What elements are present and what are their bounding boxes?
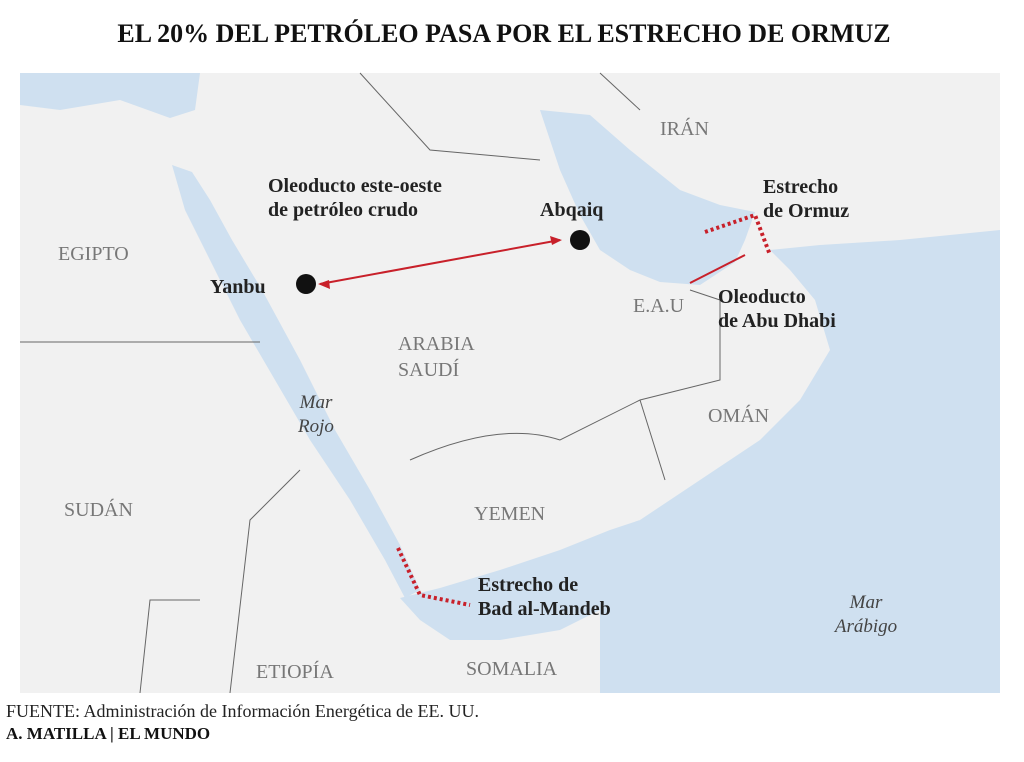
line: Mar bbox=[849, 592, 883, 613]
line: Rojo bbox=[297, 416, 334, 437]
place-label: Yanbu bbox=[210, 276, 266, 298]
place-label: Abqaiq bbox=[540, 199, 603, 221]
arabian-sea bbox=[600, 230, 1000, 693]
annotation: Oleoducto este-oeste de petróleo crudo bbox=[268, 175, 442, 221]
country-label: SOMALIA bbox=[466, 658, 558, 680]
strait-lines bbox=[396, 212, 772, 607]
red-sea bbox=[172, 165, 420, 598]
country-label: E.A.U bbox=[633, 295, 685, 317]
country-label: YEMEN bbox=[474, 503, 545, 525]
line: Arábigo bbox=[833, 616, 897, 637]
country-label: IRÁN bbox=[660, 117, 709, 140]
line: de Abu Dhabi bbox=[718, 310, 836, 332]
abu-dhabi-arrow bbox=[689, 254, 746, 284]
line: de petróleo crudo bbox=[268, 199, 418, 221]
yanbu-dot bbox=[296, 274, 316, 294]
line: SAUDÍ bbox=[398, 358, 459, 381]
title: EL 20% DEL PETRÓLEO PASA POR EL ESTRECHO… bbox=[117, 19, 890, 48]
country-label: EGIPTO bbox=[58, 243, 129, 265]
line: Oleoducto bbox=[718, 286, 806, 308]
line: Mar bbox=[299, 392, 333, 413]
map bbox=[20, 72, 1000, 694]
credit: A. MATILLA | EL MUNDO bbox=[6, 724, 210, 743]
annotation: Estrecho de Ormuz bbox=[763, 176, 849, 222]
line: Estrecho bbox=[763, 176, 838, 198]
line: Estrecho de bbox=[478, 574, 578, 596]
annotation: Oleoducto de Abu Dhabi bbox=[718, 286, 836, 332]
country-label: SUDÁN bbox=[64, 498, 133, 521]
mediterranean bbox=[20, 73, 200, 118]
country-label: OMÁN bbox=[708, 404, 769, 427]
persian-gulf bbox=[540, 110, 755, 285]
line: Bad al-Mandeb bbox=[478, 598, 611, 620]
gulf-of-aden bbox=[400, 520, 640, 640]
sea-label: Mar Rojo bbox=[297, 392, 334, 437]
annotation: Estrecho de Bad al-Mandeb bbox=[478, 574, 611, 620]
source: FUENTE: Administración de Información En… bbox=[6, 701, 479, 721]
line: Oleoducto este-oeste bbox=[268, 175, 442, 197]
pipeline-arrow bbox=[319, 239, 561, 285]
borders bbox=[20, 72, 721, 694]
sea-label: Mar Arábigo bbox=[833, 592, 897, 637]
country-label: ETIOPÍA bbox=[256, 660, 334, 683]
country-label: ARABIA SAUDÍ bbox=[398, 333, 475, 381]
abqaiq-dot bbox=[570, 230, 590, 250]
line: de Ormuz bbox=[763, 200, 849, 222]
line: ARABIA bbox=[398, 333, 475, 355]
